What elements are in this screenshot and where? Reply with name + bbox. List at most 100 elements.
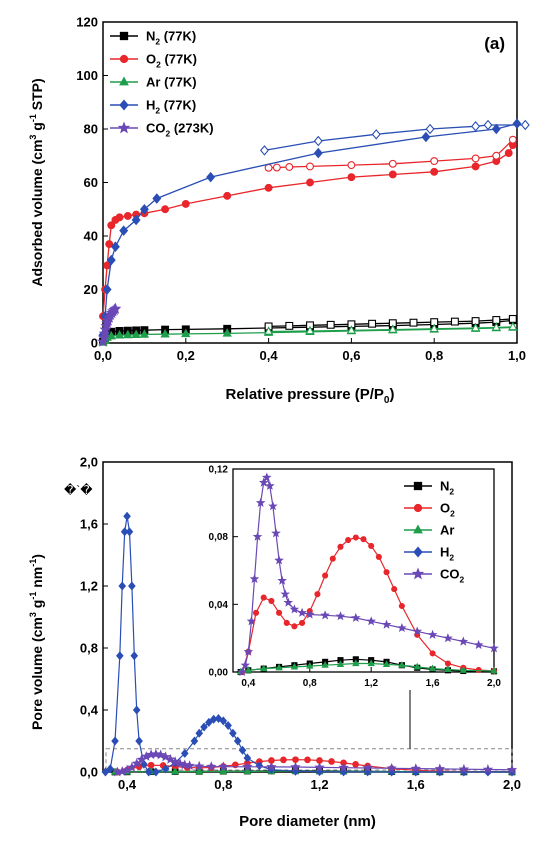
b-y-label-sup2: -1 <box>28 592 38 600</box>
pore-point <box>506 764 518 775</box>
desorption-point <box>326 320 335 329</box>
adsorption-point <box>313 147 323 159</box>
legend-marker <box>413 503 423 513</box>
adsorption-point <box>222 328 232 337</box>
legend-label-suffix: (77K) <box>160 75 196 90</box>
desorption-point <box>483 119 493 131</box>
legend-label-suffix: (273K) <box>170 121 213 136</box>
panel-b-y-tick-label: 0,8 <box>80 641 98 656</box>
pore-point <box>150 748 162 759</box>
legend-label-sub: 2 <box>155 106 160 116</box>
inset-point <box>306 661 314 669</box>
legend-marker <box>119 76 129 86</box>
inset-series-ar <box>236 659 498 675</box>
panel-a-legend: N2 (77K)O2 (77K)Ar (77K)H2 (77K)CO2 (273… <box>110 29 214 139</box>
legend-marker <box>117 121 131 134</box>
pore-point <box>123 511 131 521</box>
legend-label-sub: 2 <box>449 553 454 563</box>
inset-point <box>350 612 361 622</box>
adsorption-point <box>430 167 439 176</box>
desorption-point <box>450 317 459 326</box>
inset-point <box>489 643 499 653</box>
pore-point <box>233 736 242 746</box>
adsorption-point <box>107 221 116 230</box>
pore-point <box>106 764 115 774</box>
desorption-point <box>346 325 357 334</box>
desorption-point <box>508 314 517 323</box>
pore-point <box>229 728 237 738</box>
desorption-point <box>259 145 269 156</box>
panel-a-legend-item-ar: Ar (77K) <box>110 75 197 90</box>
pore-point <box>125 527 134 537</box>
panel-a-label: (a) <box>484 34 505 53</box>
inset-point <box>459 666 467 673</box>
pore-point <box>314 761 325 772</box>
inset-x-tick-label: 0,4 <box>241 678 255 689</box>
inset-point <box>249 574 260 584</box>
panel-a-x-tick-label: 0,6 <box>342 348 360 363</box>
inset-x-tick-label: 2,0 <box>487 678 501 689</box>
inset-point <box>258 477 269 487</box>
inset-point <box>413 662 421 670</box>
pore-point <box>482 763 494 774</box>
pore-point <box>161 764 170 774</box>
inset-point <box>391 586 398 593</box>
inset-chart: 0,4 0,8 1,2 1,6 2,00,000,040,080,12 N2O2ArH2… <box>197 465 501 690</box>
adsorption-point <box>109 302 122 314</box>
adsorption-point <box>131 329 141 338</box>
pore-series-h2 <box>101 511 516 777</box>
pore-point <box>219 766 228 775</box>
desorption-point <box>430 157 439 166</box>
panel-a-x-tick-label: 0,2 <box>177 348 195 363</box>
panel-b-legend-item-ar: Ar <box>404 523 454 538</box>
inset-point <box>383 569 390 576</box>
y-label-main: Adsorbed volume (cm <box>29 140 45 287</box>
legend-marker <box>411 567 425 580</box>
inset-point <box>304 609 315 619</box>
legend-label: N2 <box>440 479 454 497</box>
inset-point <box>398 661 406 668</box>
pore-point <box>147 761 155 769</box>
inset-line <box>241 536 495 673</box>
pore-series-co2 <box>112 748 518 777</box>
legend-label-suffix: (77K) <box>160 29 196 44</box>
adsorption-point <box>306 178 314 187</box>
inset-point <box>360 536 367 543</box>
pore-point <box>219 716 228 726</box>
pore-point <box>195 728 204 738</box>
pore-point <box>434 763 446 774</box>
panel-a-legend-item-h2: H2 (77K) <box>110 98 196 116</box>
pore-point <box>116 651 124 661</box>
panel-a-y-tick-label: 100 <box>76 68 98 83</box>
panel-a-y-tick-label: 40 <box>84 229 98 244</box>
panel-a-x-tick-label: 0,4 <box>260 348 279 363</box>
pore-point <box>206 761 217 771</box>
adsorption-point <box>110 241 120 252</box>
inset-point <box>240 660 251 670</box>
pore-point <box>338 762 349 773</box>
pore-point <box>184 760 195 771</box>
inset-y-tick-label: 0,08 <box>209 532 229 543</box>
inset-point <box>398 602 405 610</box>
pore-point <box>458 763 470 774</box>
legend-marker <box>119 99 129 111</box>
adsorption-point <box>106 330 116 340</box>
adsorption-point <box>264 183 273 192</box>
y-label-end: STP) <box>29 78 45 114</box>
adsorption-point <box>123 211 132 220</box>
inset-point <box>473 639 484 650</box>
inset-series <box>236 472 499 677</box>
pore-point <box>243 766 252 775</box>
desorption-point <box>388 159 397 168</box>
legend-label-sub: 2 <box>460 575 465 585</box>
desorption-point <box>425 123 435 135</box>
panel-a-y-tick-label: 120 <box>76 15 98 30</box>
inset-point <box>366 616 376 626</box>
panel-b-x-tick-label: 1,6 <box>407 777 425 792</box>
b-y-label-sup1: 3 <box>28 612 38 617</box>
b-y-label-main: Pore volume (cm <box>29 617 45 730</box>
desorption-point <box>388 324 398 333</box>
adsorption-point <box>206 171 216 183</box>
pore-point <box>224 721 232 730</box>
